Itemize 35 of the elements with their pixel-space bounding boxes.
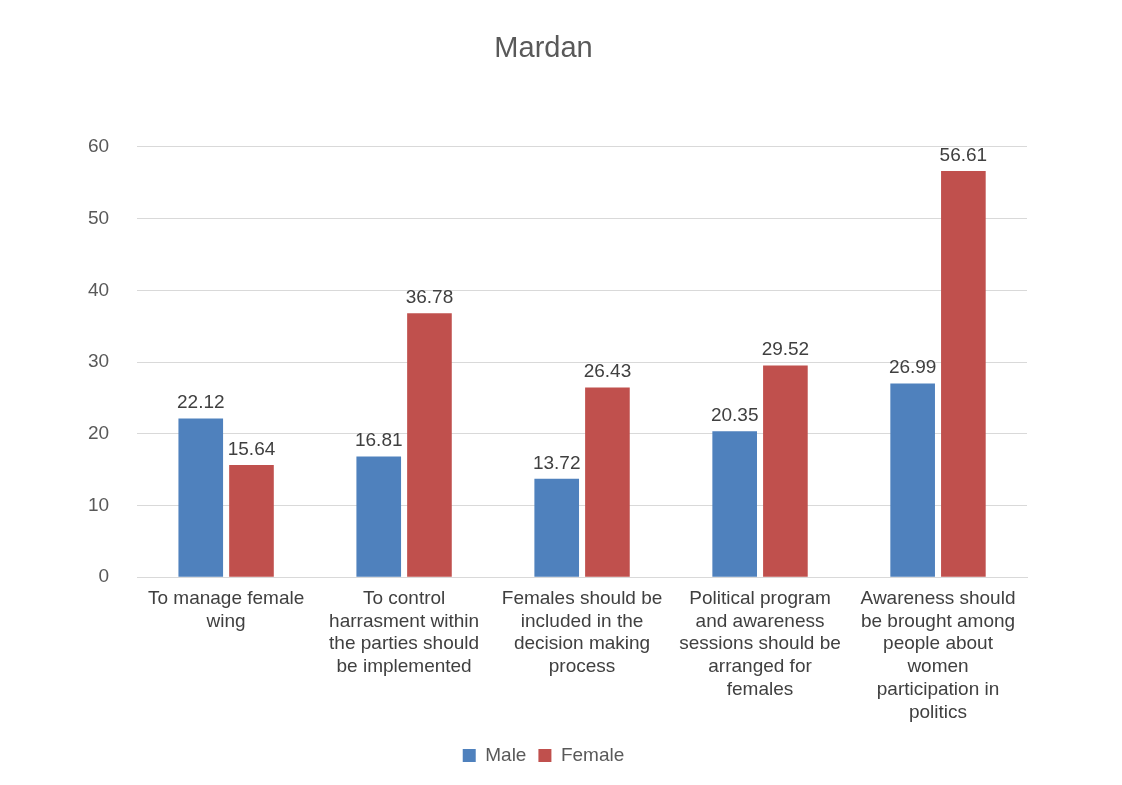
data-label: 22.12 <box>176 391 225 413</box>
bar <box>941 171 986 577</box>
y-tick-label: 0 <box>98 565 110 587</box>
data-label: 26.43 <box>583 360 632 382</box>
bar <box>178 418 224 577</box>
bar <box>229 465 274 577</box>
y-tick-label: 50 <box>87 206 110 228</box>
bar <box>890 383 935 577</box>
data-label: 56.61 <box>939 143 988 165</box>
bar <box>534 478 580 577</box>
y-tick-label: 60 <box>87 135 110 157</box>
bar <box>712 431 757 577</box>
y-tick-label: 30 <box>87 350 110 372</box>
bar <box>356 456 402 577</box>
bar <box>585 387 630 577</box>
x-tick-label: Awareness should be brought among people about women participation in politics <box>860 586 1016 722</box>
data-label: 13.72 <box>532 451 581 473</box>
bar <box>763 365 808 577</box>
x-tick-label: Females should be included in the decision making process <box>501 586 663 677</box>
legend-label: Male <box>485 743 527 765</box>
data-label: 15.64 <box>227 437 276 459</box>
y-tick-label: 40 <box>87 278 110 300</box>
y-tick-label: 10 <box>87 493 110 515</box>
x-tick-label: To manage female wing <box>147 586 305 631</box>
y-tick-label: 20 <box>87 421 110 443</box>
data-label: 29.52 <box>761 338 810 360</box>
legend-label: Female <box>560 743 625 765</box>
x-tick-label: Political program and awareness sessions should be arranged for females <box>679 586 841 700</box>
chart-title: Mardan <box>494 31 593 64</box>
x-tick-label: To control harrasment within the parties should be implemented <box>329 586 480 677</box>
data-label: 20.35 <box>710 403 759 425</box>
data-label: 26.99 <box>888 356 937 378</box>
bar <box>407 313 452 577</box>
data-label: 36.78 <box>405 286 454 308</box>
data-label: 16.81 <box>354 429 403 451</box>
